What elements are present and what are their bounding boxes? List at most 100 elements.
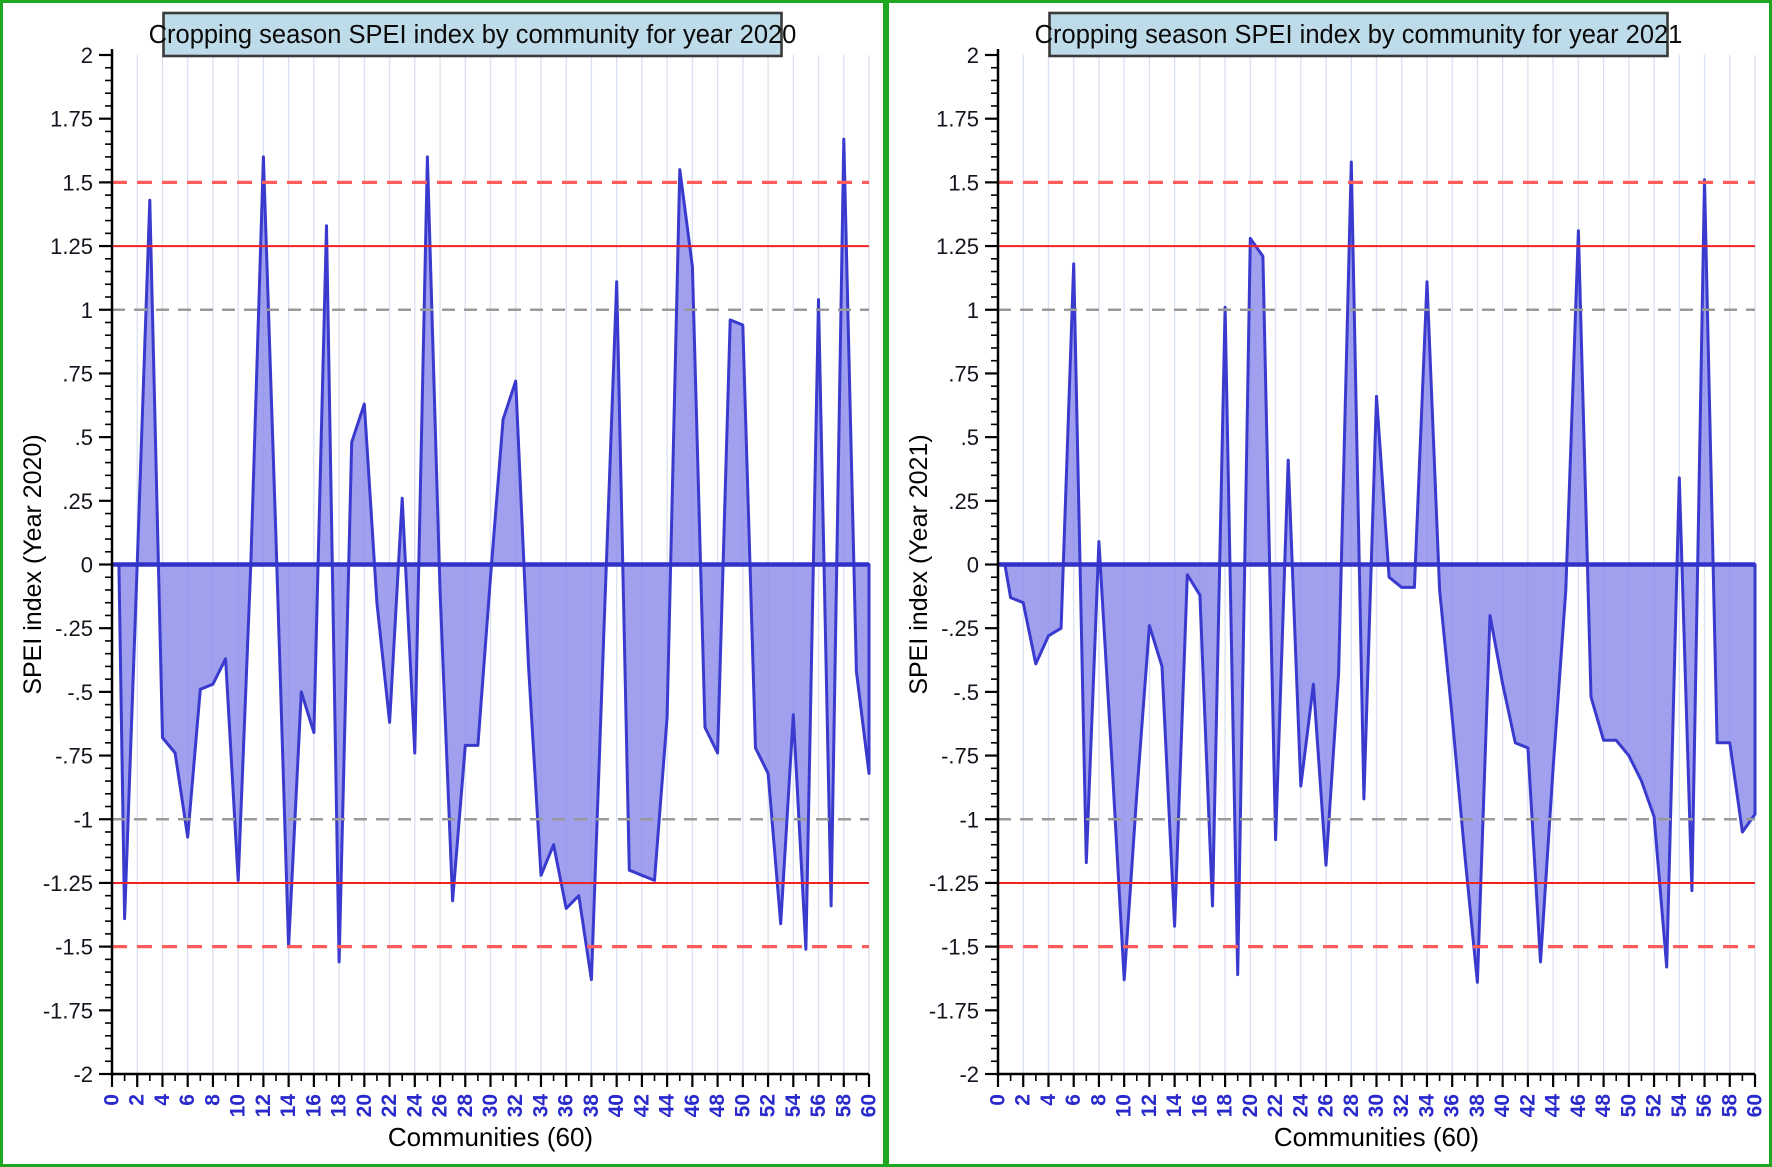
y-tick-label: -.5 — [67, 680, 93, 705]
title-box — [1048, 11, 1669, 58]
x-tick-label: 36 — [1441, 1094, 1464, 1117]
x-tick-label: 10 — [1113, 1094, 1136, 1117]
x-tick-label: 0 — [101, 1094, 124, 1106]
x-tick-label: 18 — [1214, 1094, 1237, 1118]
x-tick-label: 20 — [1239, 1094, 1262, 1117]
y-tick-label: -1.25 — [929, 871, 979, 896]
x-tick-label: 28 — [1340, 1094, 1363, 1118]
chart-2020-plot: 21.751.51.251.75.5.250-.25-.5-.75-1-1.25… — [19, 11, 881, 1152]
x-tick-label: 46 — [681, 1094, 704, 1117]
x-tick-label: 4 — [151, 1094, 174, 1106]
panel-year-2021: 2 1.75 1.5 1.25 1.75.5.25 0 -.25 -.5 -.75 -1 -1.25… — [886, 0, 1772, 1167]
x-tick-label: 60 — [1744, 1094, 1767, 1117]
y-tick-label: -.75 — [941, 744, 979, 769]
y-tick-label: 1.25 — [50, 234, 93, 259]
x-tick-label: 58 — [1718, 1094, 1741, 1118]
y-tick-label: -.25 — [941, 616, 979, 641]
x-tick-label: 44 — [1542, 1094, 1565, 1118]
x-tick-label: 52 — [1643, 1094, 1666, 1117]
x-tick-label: 30 — [1365, 1094, 1388, 1117]
chart-title: Cropping season SPEI index by community … — [149, 21, 797, 49]
x-tick-label: 22 — [378, 1094, 401, 1117]
x-tick-label: 48 — [1592, 1094, 1615, 1118]
x-tick-label: 36 — [555, 1094, 578, 1117]
y-tick-label: .75 — [948, 361, 979, 386]
y-tick-label: -1.25 — [43, 871, 93, 896]
x-tick-label: 24 — [403, 1094, 426, 1118]
x-tick-label: 42 — [630, 1094, 653, 1117]
chart-2021-plot: 21.751.51.251.75.5.250-.25-.5-.75-1-1.25… — [905, 11, 1767, 1152]
x-tick-label: 14 — [1163, 1094, 1186, 1118]
x-tick-label: 22 — [1264, 1094, 1287, 1117]
x-tick-label: 44 — [656, 1094, 679, 1118]
x-tick-label: 4 — [1037, 1094, 1060, 1106]
y-tick-label: .5 — [75, 425, 93, 450]
y-tick-label: 1.25 — [936, 234, 979, 259]
y-tick-label: -1 — [73, 807, 93, 832]
x-tick-label: 2 — [126, 1094, 149, 1106]
y-tick-label: -1.75 — [929, 998, 979, 1023]
y-tick-label: -2 — [73, 1062, 93, 1087]
y-tick-label: .25 — [948, 489, 979, 514]
x-tick-label: 2 — [1012, 1094, 1035, 1106]
y-tick-label: .25 — [62, 489, 93, 514]
y-tick-label: 1.5 — [948, 170, 979, 195]
y-tick-label: 2 — [967, 43, 979, 68]
x-tick-label: 54 — [1668, 1094, 1691, 1118]
y-tick-label: -.25 — [55, 616, 93, 641]
x-tick-label: 28 — [454, 1094, 477, 1118]
x-tick-label: 50 — [1617, 1094, 1640, 1117]
x-tick-label: 52 — [757, 1094, 780, 1117]
x-tick-label: 18 — [328, 1094, 351, 1118]
x-tick-label: 6 — [1062, 1094, 1085, 1106]
x-tick-label: 42 — [1516, 1094, 1539, 1117]
y-tick-label: 0 — [81, 553, 93, 578]
x-tick-label: 40 — [605, 1094, 628, 1117]
y-tick-label: 1.75 — [50, 107, 93, 132]
y-axis-title: SPEI index (Year 2020) — [19, 434, 47, 694]
x-tick-label: 32 — [504, 1094, 527, 1117]
x-tick-label: 34 — [1415, 1094, 1438, 1118]
x-tick-label: 24 — [1289, 1094, 1312, 1118]
y-tick-label: .5 — [961, 425, 979, 450]
x-tick-label: 38 — [580, 1094, 603, 1118]
x-tick-label: 34 — [529, 1094, 552, 1118]
y-tick-label: -1.5 — [55, 935, 93, 960]
x-tick-label: 30 — [479, 1094, 502, 1117]
x-axis-title: Communities (60) — [1274, 1122, 1479, 1152]
spei-area — [117, 137, 871, 982]
x-tick-label: 14 — [277, 1094, 300, 1118]
y-tick-label: 1 — [81, 298, 93, 323]
y-tick-label: 1.75 — [936, 107, 979, 132]
x-tick-label: 10 — [227, 1094, 250, 1117]
y-tick-label: -.75 — [55, 744, 93, 769]
y-tick-label: 2 — [81, 43, 93, 68]
x-tick-label: 16 — [302, 1094, 325, 1117]
y-tick-label: -1.75 — [43, 998, 93, 1023]
y-tick-label: -1.5 — [941, 935, 979, 960]
x-axis-title: Communities (60) — [388, 1122, 593, 1152]
x-tick-label: 12 — [252, 1094, 275, 1117]
y-axis-title: SPEI index (Year 2021) — [905, 434, 933, 694]
x-tick-label: 54 — [782, 1094, 805, 1118]
x-tick-label: 60 — [858, 1094, 881, 1117]
x-tick-label: 20 — [353, 1094, 376, 1117]
y-tick-label: .75 — [62, 361, 93, 386]
x-tick-label: 8 — [1087, 1094, 1110, 1106]
panel-year-2020: 2 1.75 1.5 1.25 1.75.5.25 0 -.25 -.5 -.75 -1 -1.25… — [0, 0, 886, 1167]
spei-area — [1003, 160, 1757, 984]
x-tick-label: 40 — [1491, 1094, 1514, 1117]
x-tick-label: 58 — [832, 1094, 855, 1118]
y-tick-label: 0 — [967, 553, 979, 578]
x-tick-label: 26 — [429, 1094, 452, 1117]
x-tick-label: 46 — [1567, 1094, 1590, 1117]
y-tick-label: -1 — [959, 807, 979, 832]
y-tick-label: 1 — [967, 298, 979, 323]
x-tick-label: 12 — [1138, 1094, 1161, 1117]
x-tick-label: 26 — [1315, 1094, 1338, 1117]
y-tick-label: -.5 — [953, 680, 979, 705]
x-tick-label: 56 — [1693, 1094, 1716, 1117]
x-tick-label: 38 — [1466, 1094, 1489, 1118]
x-tick-label: 32 — [1390, 1094, 1413, 1117]
